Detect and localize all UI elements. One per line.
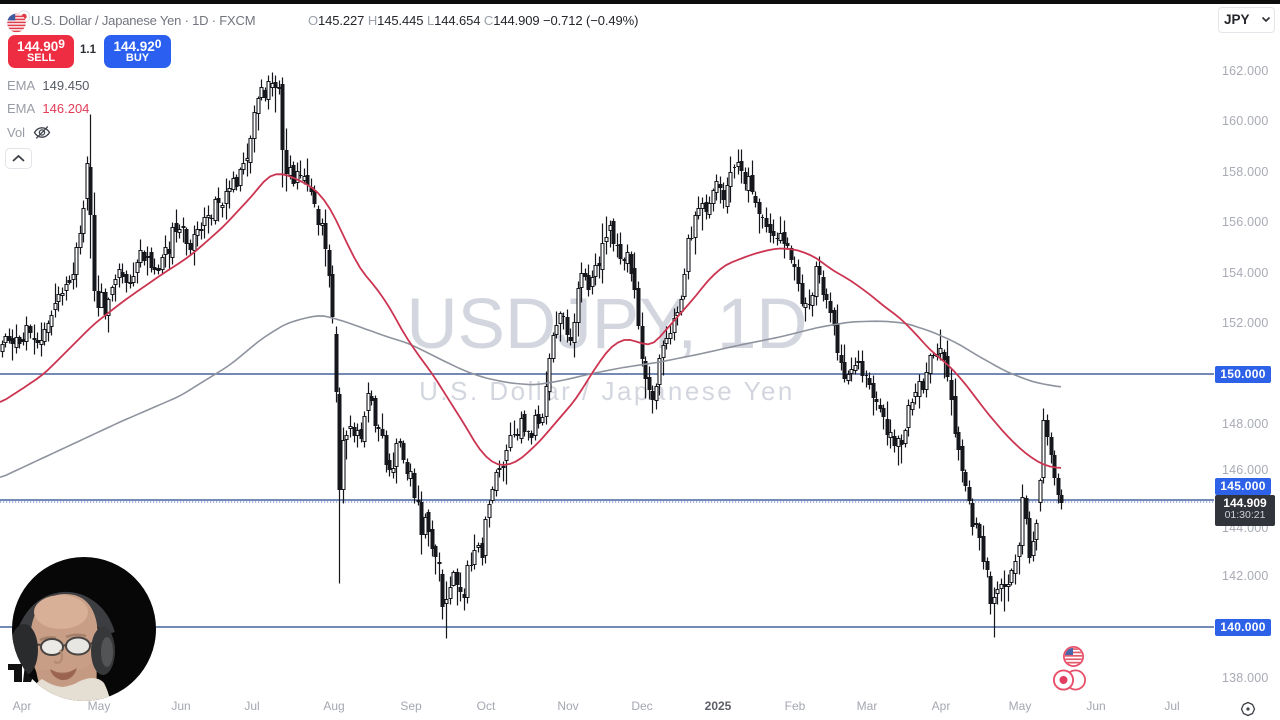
svg-text:U.S. Dollar / Japanese Yen: U.S. Dollar / Japanese Yen: [419, 376, 795, 406]
